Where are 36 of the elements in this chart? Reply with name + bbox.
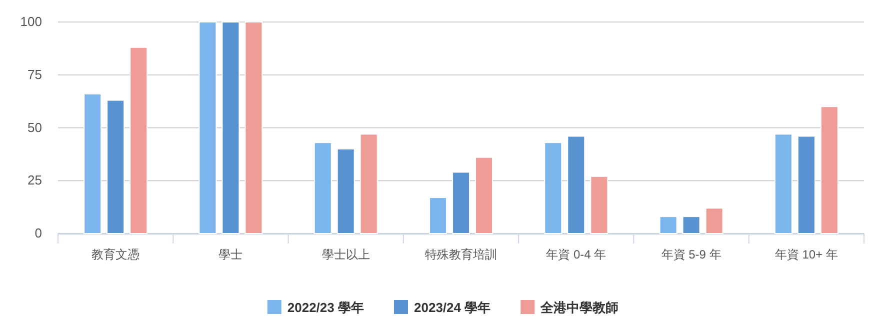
x-tick-label: 特殊教育培訓 <box>425 248 497 262</box>
bar <box>130 46 148 234</box>
bar <box>682 216 700 234</box>
bar <box>705 208 724 234</box>
bar <box>820 106 838 234</box>
bar <box>774 134 792 234</box>
y-tick-label: 0 <box>34 226 42 240</box>
y-tick-label: 75 <box>28 66 42 82</box>
x-tick-label: 年資 10+ 年 <box>774 248 838 262</box>
x-tick-label: 學士以上 <box>322 248 370 262</box>
bar <box>198 22 217 234</box>
x-tick-label: 學士 <box>218 248 243 262</box>
bar <box>797 136 816 234</box>
bar <box>244 22 263 234</box>
x-tick-label: 年資 0-4 年 <box>546 248 606 262</box>
bar <box>544 142 562 234</box>
bar <box>590 176 608 234</box>
legend-label: 2022/23 學年 <box>287 300 364 315</box>
bar <box>84 93 102 234</box>
y-tick-label: 25 <box>28 172 42 188</box>
legend-label: 全港中學教師 <box>540 300 619 315</box>
bar <box>567 136 586 234</box>
bar <box>429 197 447 234</box>
y-tick-label: 50 <box>28 120 42 135</box>
bar <box>336 148 355 234</box>
legend-label: 2023/24 學年 <box>414 300 491 315</box>
bar <box>475 156 493 234</box>
x-tick-label: 年資 5-9 年 <box>661 248 722 262</box>
y-tick-label: 100 <box>20 14 42 29</box>
bar <box>106 100 125 234</box>
bar <box>222 22 240 234</box>
bar <box>360 134 378 234</box>
x-tick-label: 教育文憑 <box>92 248 140 262</box>
bar <box>659 216 678 234</box>
bar <box>314 142 332 234</box>
bar <box>452 172 470 234</box>
